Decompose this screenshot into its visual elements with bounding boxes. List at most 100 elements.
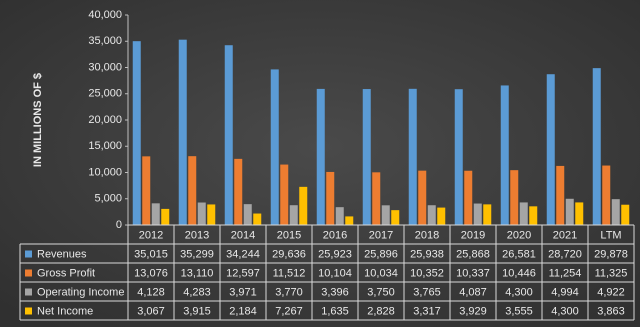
table-cell: 3,317 <box>413 305 441 317</box>
table-cell: 7,267 <box>275 305 303 317</box>
table-cell: 4,283 <box>183 286 211 298</box>
table-cell: 29,878 <box>594 248 628 260</box>
table-cell: 3,929 <box>459 305 487 317</box>
bar <box>611 199 620 225</box>
bar <box>326 171 335 225</box>
x-tick-label: 2016 <box>323 229 347 241</box>
bar <box>529 206 538 225</box>
table-cell: 4,994 <box>551 286 579 298</box>
x-tick-label: 2014 <box>231 229 255 241</box>
bar <box>621 204 630 225</box>
bar <box>234 158 243 225</box>
y-tick-label: 30,000 <box>88 61 122 73</box>
table-cell: 3,750 <box>367 286 395 298</box>
table-cell: 10,104 <box>318 267 352 279</box>
y-tick-label: 0 <box>116 219 122 231</box>
table-cell: 35,015 <box>134 248 168 260</box>
x-tick-label: 2015 <box>277 229 301 241</box>
bar <box>510 170 519 225</box>
table-cell: 4,128 <box>137 286 165 298</box>
table-cell: 10,034 <box>364 267 398 279</box>
bar <box>197 202 206 225</box>
bar <box>161 208 170 225</box>
table-cell: 3,067 <box>137 305 165 317</box>
bar <box>299 186 308 225</box>
table-cell: 10,446 <box>502 267 536 279</box>
bar <box>142 156 151 225</box>
table-cell: 4,087 <box>459 286 487 298</box>
y-tick-label: 15,000 <box>88 140 122 152</box>
table-cell: 13,110 <box>181 267 214 279</box>
bar <box>592 68 601 225</box>
table-cell: 2,828 <box>367 305 395 317</box>
bar <box>575 202 584 225</box>
bar <box>362 89 371 226</box>
bar <box>207 204 216 225</box>
x-tick-label: 2019 <box>461 229 485 241</box>
bar <box>289 205 298 225</box>
bar <box>473 203 482 225</box>
legend-label: Operating Income <box>37 286 124 298</box>
bar <box>556 165 565 225</box>
table-cell: 3,765 <box>413 286 441 298</box>
table-cell: 3,915 <box>183 305 211 317</box>
table-cell: 11,325 <box>595 267 628 279</box>
table-cell: 10,352 <box>410 267 444 279</box>
bar <box>243 204 252 225</box>
legend-swatch <box>25 269 32 277</box>
bar <box>188 156 197 225</box>
bar <box>132 41 141 225</box>
table-cell: 25,923 <box>318 248 352 260</box>
x-tick-label: LTM <box>600 229 621 241</box>
legend-label: Net Income <box>37 305 93 317</box>
table-cell: 12,597 <box>226 267 260 279</box>
bar <box>372 172 381 225</box>
table-cell: 13,076 <box>134 267 168 279</box>
table-cell: 3,863 <box>597 305 625 317</box>
bar <box>391 210 400 225</box>
y-tick-label: 25,000 <box>88 88 122 100</box>
bar <box>224 45 233 226</box>
legend-label: Gross Profit <box>37 267 95 279</box>
y-tick-label: 5,000 <box>94 193 122 205</box>
bar <box>151 203 160 225</box>
bar <box>602 165 611 225</box>
bar <box>280 164 289 225</box>
bar <box>546 74 555 225</box>
bar <box>408 88 417 225</box>
table-cell: 3,396 <box>321 286 349 298</box>
legend-swatch <box>25 288 32 296</box>
table-cell: 35,299 <box>180 248 214 260</box>
legend-swatch <box>25 307 32 315</box>
bar <box>253 213 262 225</box>
bar <box>335 207 344 225</box>
x-tick-label: 2021 <box>553 229 577 241</box>
bar <box>565 198 574 225</box>
table-cell: 25,896 <box>364 248 398 260</box>
table-cell: 4,922 <box>597 286 625 298</box>
table-cell: 26,581 <box>502 248 536 260</box>
table-cell: 3,971 <box>229 286 257 298</box>
table-cell: 11,254 <box>549 267 582 279</box>
x-tick-label: 2020 <box>507 229 531 241</box>
bar <box>454 89 463 226</box>
bar <box>519 202 528 225</box>
legend-swatch <box>25 250 32 258</box>
table-cell: 3,770 <box>275 286 303 298</box>
x-tick-label: 2018 <box>415 229 439 241</box>
bar <box>500 85 509 225</box>
table-cell: 25,938 <box>410 248 444 260</box>
table-cell: 34,244 <box>226 248 260 260</box>
bar <box>483 204 492 225</box>
bar <box>345 216 354 225</box>
table-cell: 3,555 <box>505 305 533 317</box>
table-cell: 28,720 <box>548 248 582 260</box>
table-cell: 10,337 <box>456 267 490 279</box>
x-tick-label: 2013 <box>185 229 209 241</box>
bar <box>178 39 187 225</box>
table-cell: 4,300 <box>551 305 579 317</box>
bar <box>418 170 427 225</box>
bar <box>427 205 436 225</box>
x-tick-label: 2017 <box>369 229 393 241</box>
